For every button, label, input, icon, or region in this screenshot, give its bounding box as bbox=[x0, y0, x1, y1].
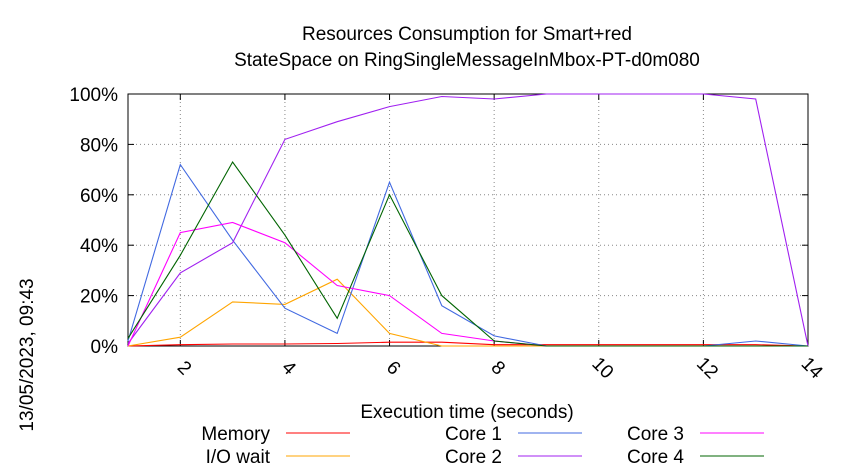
x-axis-label: Execution time (seconds) bbox=[360, 402, 573, 423]
legend-label-memory: Memory bbox=[201, 424, 270, 445]
chart-title-line2: StateSpace on RingSingleMessageInMbox-PT… bbox=[234, 50, 700, 71]
x-tick-label: 14 bbox=[797, 353, 827, 383]
y-tick-label: 0% bbox=[91, 337, 119, 358]
x-tick-label: 8 bbox=[487, 357, 509, 379]
y-tick-label: 60% bbox=[80, 186, 118, 207]
y-tick-label: 80% bbox=[80, 135, 118, 156]
x-tick-label: 6 bbox=[382, 357, 404, 379]
timestamp-label: 13/05/2023, 09:43 bbox=[17, 278, 38, 431]
x-tick-label: 10 bbox=[588, 353, 618, 383]
plot-border bbox=[127, 93, 809, 347]
y-tick-label: 20% bbox=[80, 287, 118, 308]
x-tick-label: 2 bbox=[173, 357, 195, 379]
series-lines bbox=[127, 93, 809, 347]
series-line-memory bbox=[127, 341, 809, 347]
y-tick-label: 100% bbox=[69, 85, 118, 106]
axes: 0% 20% 40% 60% 80% 100% 2 4 6 8 10 12 14 bbox=[69, 85, 826, 384]
chart-title-line1: Resources Consumption for Smart+red bbox=[302, 24, 632, 45]
grid-lines bbox=[128, 94, 808, 346]
legend-label-core-2: Core 2 bbox=[445, 447, 502, 468]
series-line-core-2 bbox=[127, 93, 809, 347]
x-tick-label: 4 bbox=[277, 357, 300, 380]
y-tick-label: 40% bbox=[80, 236, 118, 257]
x-tick-label: 12 bbox=[692, 353, 722, 383]
series-line-core-4 bbox=[127, 160, 808, 347]
series-line-i-o-wait bbox=[127, 278, 808, 347]
legend-label-core-4: Core 4 bbox=[627, 447, 684, 468]
legend-label-i-o-wait: I/O wait bbox=[206, 447, 271, 468]
series-line-core-3 bbox=[127, 221, 808, 347]
legend-label-core-1: Core 1 bbox=[445, 424, 502, 445]
legend-label-core-3: Core 3 bbox=[627, 424, 684, 445]
